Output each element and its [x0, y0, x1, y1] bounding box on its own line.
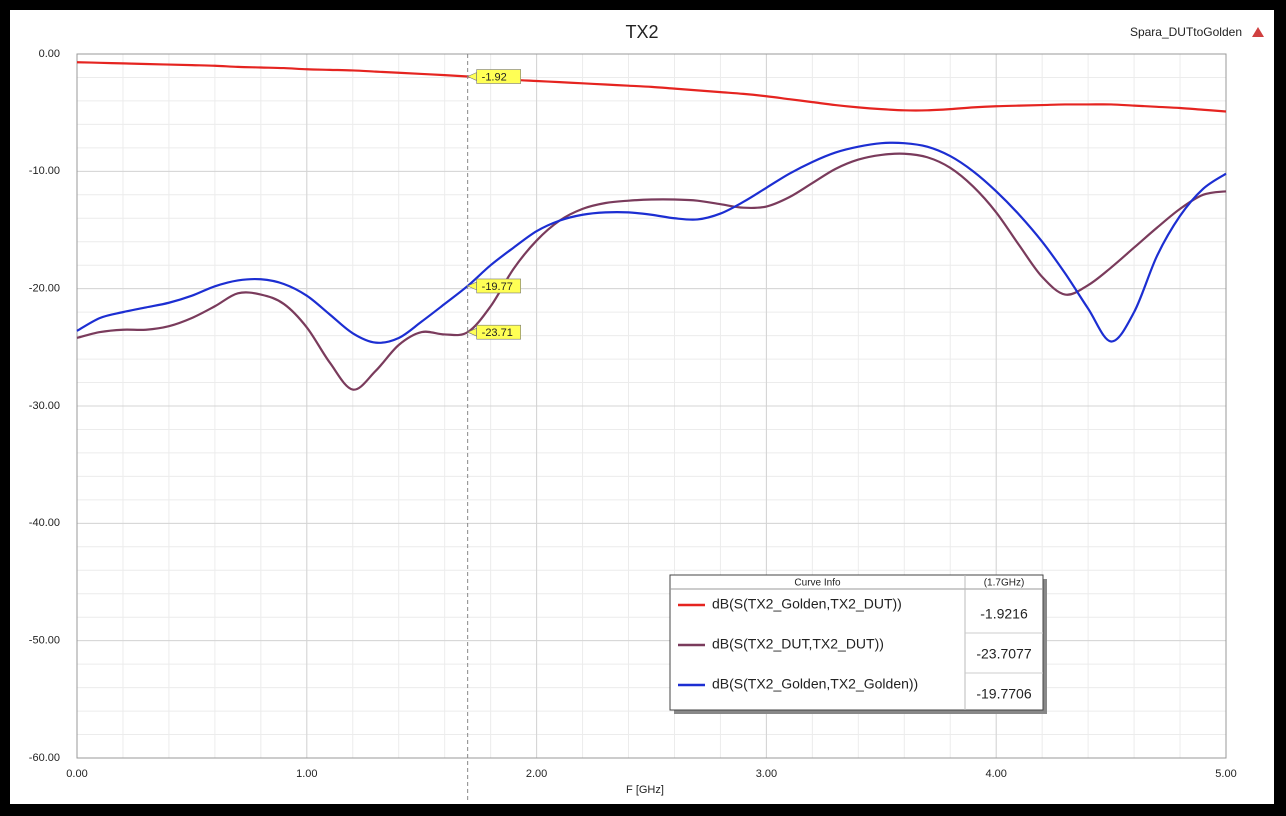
plot-frame	[76, 53, 1227, 759]
series-line	[76, 152, 1227, 391]
marker-label-box	[476, 69, 521, 84]
x-tick-label: 0.00	[66, 768, 87, 780]
logo-icon	[1252, 27, 1264, 37]
series-line	[76, 141, 1227, 344]
y-tick-label: -40.00	[29, 517, 60, 529]
chart-title: TX2	[625, 22, 658, 42]
x-tick-label: 2.00	[526, 768, 547, 780]
x-tick-label: 1.00	[296, 768, 317, 780]
legend-box	[669, 574, 1044, 711]
legend-value: -23.7077	[976, 646, 1031, 662]
legend-label: dB(S(TX2_Golden,TX2_Golden))	[712, 676, 918, 692]
y-tick-label: -10.00	[29, 165, 60, 177]
panel	[10, 10, 1274, 804]
y-tick-label: -30.00	[29, 400, 60, 412]
marker-label: -1.92	[482, 71, 507, 83]
series-line	[76, 61, 1227, 113]
legend-label: dB(S(TX2_DUT,TX2_DUT))	[712, 636, 884, 652]
marker-label: -23.71	[482, 327, 513, 339]
x-axis-label: F [GHz]	[626, 784, 664, 796]
marker-label: -19.77	[482, 281, 513, 293]
x-tick-label: 4.00	[985, 768, 1006, 780]
legend-label: dB(S(TX2_Golden,TX2_DUT))	[712, 596, 902, 612]
legend-value: -1.9216	[980, 606, 1028, 622]
y-tick-label: 0.00	[39, 48, 60, 60]
y-tick-label: -60.00	[29, 752, 60, 764]
legend-value: -19.7706	[976, 686, 1031, 702]
legend-title: Curve Info	[794, 578, 841, 589]
legend-column: (1.7GHz)	[984, 578, 1025, 589]
x-tick-label: 3.00	[756, 768, 777, 780]
marker-label-box	[476, 324, 521, 340]
y-tick-label: -50.00	[29, 635, 60, 647]
x-tick-label: 5.00	[1215, 768, 1236, 780]
y-tick-label: -20.00	[29, 283, 60, 295]
subtitle: Spara_DUTtoGolden	[1130, 25, 1242, 39]
marker-label-box	[476, 278, 521, 294]
